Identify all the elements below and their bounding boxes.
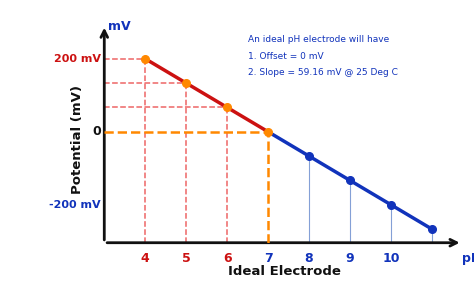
Text: 200 mV: 200 mV [54, 54, 101, 64]
Text: 9: 9 [346, 252, 354, 265]
Text: 2. Slope = 59.16 mV @ 25 Deg C: 2. Slope = 59.16 mV @ 25 Deg C [247, 68, 397, 77]
Text: 7: 7 [264, 252, 273, 265]
Text: 0: 0 [92, 125, 101, 138]
Text: mV: mV [108, 20, 130, 33]
Text: pH: pH [463, 252, 474, 265]
Text: Ideal Electrode: Ideal Electrode [228, 265, 341, 278]
Text: Potential (mV): Potential (mV) [71, 86, 84, 194]
Text: 5: 5 [182, 252, 191, 265]
Text: 4: 4 [141, 252, 150, 265]
Text: An ideal pH electrode will have: An ideal pH electrode will have [247, 35, 389, 44]
Text: 6: 6 [223, 252, 231, 265]
Text: 10: 10 [382, 252, 400, 265]
Text: 8: 8 [305, 252, 313, 265]
Text: 1. Offset = 0 mV: 1. Offset = 0 mV [247, 52, 323, 61]
Text: -200 mV: -200 mV [49, 200, 101, 210]
